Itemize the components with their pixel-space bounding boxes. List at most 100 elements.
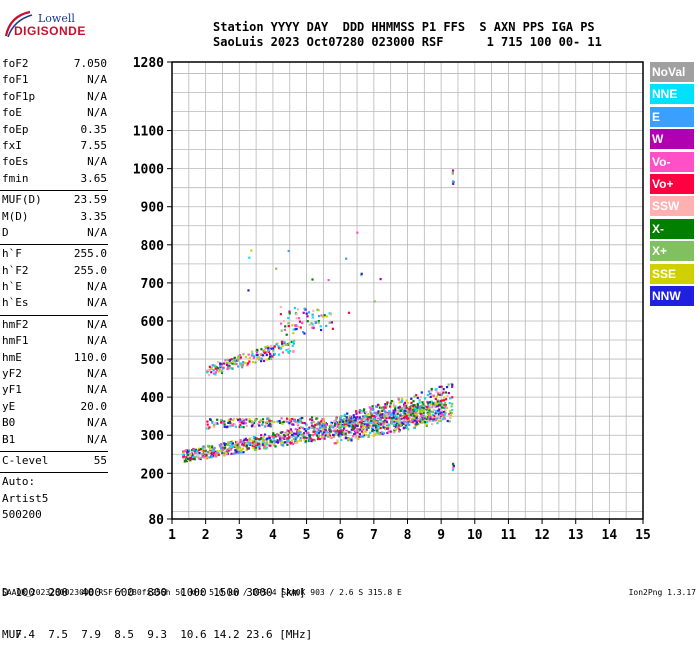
echo-point [291,324,294,327]
muf-row: MUF 7.4 7.5 7.9 8.5 9.3 10.6 14.2 23.6 [MHz] [2,628,312,642]
echo-point [374,426,378,429]
echo-point [441,418,445,421]
echo-point [208,426,211,429]
echo-point [448,402,451,405]
echo-point [398,429,401,432]
echo-point [338,433,342,436]
param-key: hmE [2,350,22,364]
echo-point [186,457,189,461]
echo-point [227,364,230,367]
echo-point [431,416,434,419]
echo-point [206,444,210,447]
echo-point [336,439,339,442]
header-cell: FFS [443,20,466,34]
echo-point [325,324,328,327]
echo-point [324,434,327,437]
echo-point [402,419,405,422]
param-group-virtual-heights: h`F 255.0 h`F2 255.0 h`E N/A h`Es N/A [0,247,110,313]
echo-point [287,249,290,253]
echo-point [188,454,192,457]
echo-point [402,422,405,425]
echo-point [309,434,312,437]
echo-point [227,441,230,444]
echo-point [434,409,438,413]
echo-point [223,443,227,446]
echo-point [410,401,413,404]
param-key: M(D) [2,209,29,223]
echo-point [264,425,267,428]
echo-point [433,419,436,422]
echo-point [279,305,282,308]
echo-point [434,401,437,404]
param-value: N/A [87,416,107,430]
echo-point [284,325,287,328]
echo-point [384,410,387,413]
logo-swoosh-icon [4,10,33,38]
echo-point [262,447,266,450]
echo-point [206,371,209,374]
echo-point [252,356,255,360]
echo-point [322,420,325,423]
echo-point [186,450,189,453]
echo-point [281,431,284,434]
echo-point [419,416,422,419]
echo-point [336,425,339,428]
param-value: N/A [87,89,107,103]
echo-point [231,424,234,427]
echo-point [344,432,347,435]
param-row: foEs N/A [0,155,110,171]
ionogram-plot: 1 2 3 4 5 6 7 8 9 10 11 12 13 14 158020030040050060070… [133,56,651,543]
echo-point [409,421,412,424]
echo-point [440,409,443,412]
param-key: foEs [2,155,29,169]
autoscale-line-3: 500200 [0,508,110,524]
param-key: h`Es [2,296,29,310]
echo-point [300,416,303,420]
echo-point [378,406,381,409]
header-cell: S [479,20,487,34]
echo-point [375,405,378,408]
legend-entry: W [650,129,694,150]
echo-point [360,424,363,427]
echo-point [441,403,444,406]
echo-point [236,446,239,449]
echo-point [422,403,425,406]
echo-point [428,411,431,414]
echo-point [298,439,301,442]
echo-point [436,400,440,403]
echo-point [385,404,388,408]
echo-point [404,406,407,409]
legend-entry: Vo- [650,151,694,172]
echo-point [352,435,355,438]
echo-point [398,430,401,433]
echo-point [438,393,442,396]
echo-point [244,422,247,425]
echo-point [415,423,418,426]
x-tick-label: 6 [336,528,344,543]
legend-entry: NNE [650,84,694,105]
echo-point [297,429,300,432]
echo-point [451,169,455,172]
echo-point [231,362,234,365]
echo-point [388,410,391,413]
header-cell: RSF [421,35,444,49]
echo-point [284,432,287,435]
echo-point [317,320,320,323]
echo-point [446,386,449,389]
param-row: yF2 N/A [0,367,110,383]
echo-point [248,418,251,421]
echo-point [228,361,231,364]
echo-point [311,323,314,326]
echo-point [418,411,421,414]
echo-point [240,419,243,422]
echo-point [271,355,274,358]
echo-point [408,423,411,426]
echo-point [269,344,272,347]
legend-entry: X+ [650,241,694,262]
echo-point [312,325,315,328]
echo-point [420,414,423,417]
echo-point [381,415,384,418]
echo-point [292,328,295,331]
header-cell: 100 [529,35,552,49]
echo-point [206,426,209,429]
